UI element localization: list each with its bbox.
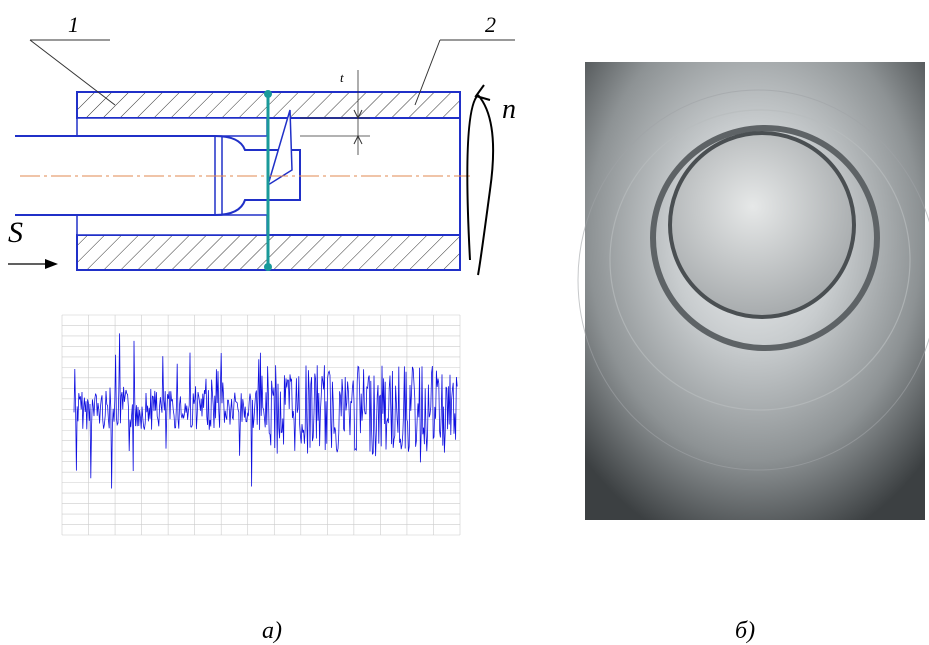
caption: б) — [735, 618, 755, 644]
rotation-label: п — [502, 94, 516, 125]
part-label: 2 — [485, 12, 496, 37]
signal-plot — [61, 314, 461, 536]
depth-label: t — [340, 70, 344, 85]
section-drawing: 1 2 t п S — [8, 12, 516, 276]
part-label: 1 — [68, 12, 79, 37]
caption: а) — [262, 618, 282, 644]
bore-photo — [577, 62, 929, 520]
signal-trace — [73, 333, 458, 489]
feed-label: S — [8, 216, 23, 249]
